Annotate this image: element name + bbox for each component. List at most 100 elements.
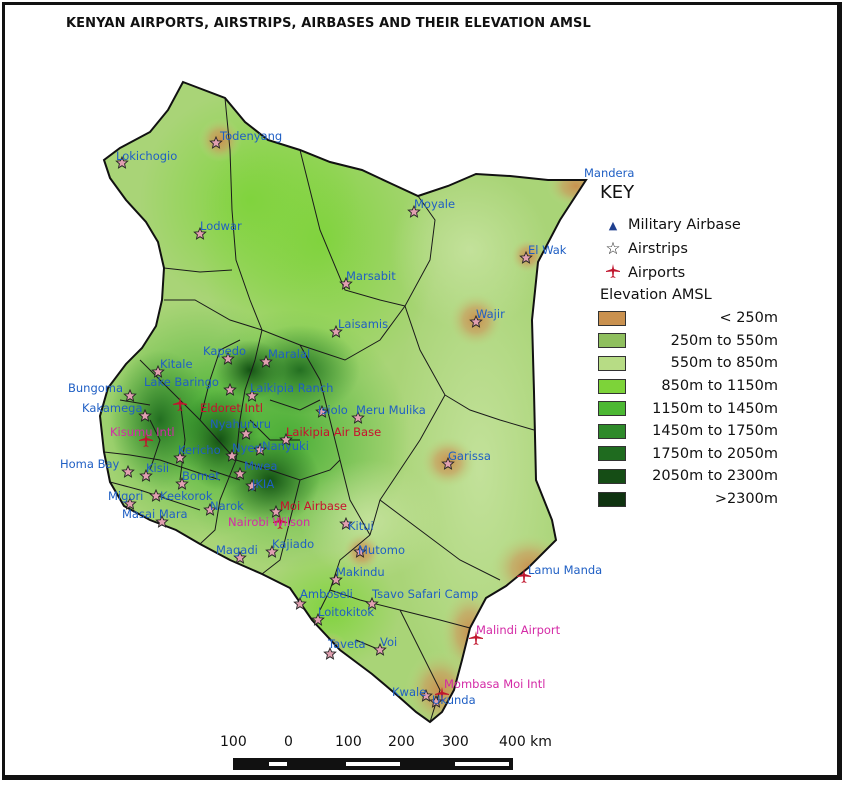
place-label-narok: Narok xyxy=(210,499,244,513)
elevation-label: 850m to 1150m xyxy=(661,378,778,395)
airstrip-marker-keekorok xyxy=(149,488,163,502)
place-label-garissa: Garissa xyxy=(448,449,491,463)
elevation-row: 550m to 850m xyxy=(598,352,778,375)
place-label-eldoret-intl: Eldoret Intl xyxy=(200,401,263,415)
place-label-kisumu-intl: Kisumu Intl xyxy=(110,425,175,439)
key-airstrips-label: Airstrips xyxy=(628,241,688,257)
airstrip-marker-lokichogio xyxy=(115,155,129,169)
place-label-magadi: Magadi xyxy=(216,543,258,557)
place-label-kisii: Kisii xyxy=(146,461,169,475)
airstrip-marker-tsavo-safari-camp xyxy=(365,596,379,610)
airport-marker-lamu-manda xyxy=(517,569,531,583)
place-label-kitale: Kitale xyxy=(160,357,193,371)
place-label-homa-bay: Homa Bay xyxy=(60,457,120,471)
triangle-icon: ▲ xyxy=(608,218,618,232)
elevation-swatch xyxy=(598,355,626,371)
key-title: KEY xyxy=(600,182,635,203)
airstrip-marker-maralal xyxy=(259,354,273,368)
place-label-wajir: Wajir xyxy=(476,307,505,321)
place-label-meru-mulika: Meru Mulika xyxy=(356,403,426,417)
key-elevation-title: Elevation AMSL xyxy=(600,287,712,303)
scale-tick-label: 200 xyxy=(388,734,415,750)
airstrip-marker-mwea xyxy=(233,466,247,480)
airstrip-marker-makindu xyxy=(329,572,343,586)
place-label-tsavo-safari-camp: Tsavo Safari Camp xyxy=(371,587,478,601)
map-title: KENYAN AIRPORTS, AIRSTRIPS, AIRBASES AND… xyxy=(66,16,591,31)
place-label-keekorok: Keekorok xyxy=(160,489,213,503)
place-label-bomet: Bomet xyxy=(182,469,220,483)
place-label-mombasa-moi-intl: Mombasa Moi Intl xyxy=(444,677,545,691)
elevation-swatch xyxy=(598,423,626,439)
place-label-maralal: Maralal xyxy=(268,347,310,361)
place-label-laisamis: Laisamis xyxy=(338,317,388,331)
place-label-nanyuki: Nanyuki xyxy=(262,439,309,453)
airstrip-marker-meru-mulika xyxy=(351,410,365,424)
elevation-row: 1150m to 1450m xyxy=(598,397,778,420)
star-icon: ☆ xyxy=(605,239,621,259)
airstrip-marker-el-wak xyxy=(519,250,533,264)
map-key: KEY ▲ Military Airbase ☆ Airstrips Airpo… xyxy=(598,182,778,510)
elevation-row: 1750m to 2050m xyxy=(598,443,778,466)
place-label-taveta: Taveta xyxy=(327,637,366,651)
airplane-icon xyxy=(598,263,628,283)
elevation-label: 1450m to 1750m xyxy=(652,423,778,440)
place-label-migori: Migori xyxy=(108,489,143,503)
kenya-border xyxy=(98,80,588,724)
airstrip-marker-nanyuki xyxy=(253,442,267,456)
airstrip-marker-loitokitok xyxy=(311,612,325,626)
airstrip-marker-ukunda xyxy=(429,694,443,708)
place-label-lake-baringo: Lake Baringo xyxy=(144,375,219,389)
airstrip-marker-homa-bay xyxy=(121,464,135,478)
airstrip-marker-laikipia-ranch xyxy=(245,388,259,402)
airstrip-marker-kwale xyxy=(419,688,433,702)
elevation-row: 250m to 550m xyxy=(598,330,778,353)
place-label-nairobi-wilson: Nairobi Wilson xyxy=(228,515,310,529)
airstrip-marker-laikipia-air-base xyxy=(279,432,293,446)
airstrip-marker-amboseli xyxy=(293,596,307,610)
place-label-makindu: Makindu xyxy=(336,565,385,579)
airstrip-marker-masai-mara xyxy=(155,514,169,528)
airstrip-marker-migori xyxy=(123,496,137,510)
elevation-row: 850m to 1150m xyxy=(598,375,778,398)
elevation-label: 1150m to 1450m xyxy=(652,400,778,417)
elevation-label: 550m to 850m xyxy=(670,355,778,372)
elevation-row: < 250m xyxy=(598,307,778,330)
airstrip-marker-kericho xyxy=(173,450,187,464)
place-label-nyeri: Nyeri xyxy=(232,441,262,455)
elevation-row: 1450m to 1750m xyxy=(598,420,778,443)
airport-marker-malindi-airport xyxy=(469,631,483,645)
scale-tick-label: 0 xyxy=(284,734,293,750)
airstrip-marker-todenyang xyxy=(209,135,223,149)
place-label-kwale: Kwale xyxy=(392,685,426,699)
elevation-swatch xyxy=(598,378,626,394)
place-label-todenyang: Todenyang xyxy=(219,129,282,143)
place-label-kapedo: Kapedo xyxy=(203,344,246,358)
place-label-mwea: Mwea xyxy=(244,459,277,473)
place-label-bungoma: Bungoma xyxy=(68,381,123,395)
airstrip-marker-taveta xyxy=(323,646,337,660)
elevation-swatch xyxy=(598,491,626,507)
elevation-row: 2050m to 2300m xyxy=(598,465,778,488)
airstrip-marker-mutomo xyxy=(353,544,367,558)
airstrip-marker-kapedo xyxy=(221,351,235,365)
elevation-label: 2050m to 2300m xyxy=(652,468,778,485)
airstrip-marker-garissa xyxy=(441,456,455,470)
place-label-ukunda: Ukunda xyxy=(432,693,476,707)
airstrip-marker-marsabit xyxy=(339,276,353,290)
elevation-swatch xyxy=(598,333,626,349)
place-label-mandera: Mandera xyxy=(584,166,634,180)
key-airports-label: Airports xyxy=(628,265,686,281)
place-label-amboseli: Amboseli xyxy=(300,587,353,601)
place-label-kericho: Kericho xyxy=(178,443,221,457)
airstrip-marker-lodwar xyxy=(193,226,207,240)
place-label-el-wak: El Wak xyxy=(528,243,567,257)
place-label-kakamega: Kakamega xyxy=(82,401,143,415)
elevation-row: >2300m xyxy=(598,488,778,511)
airstrip-marker-nyahururu xyxy=(239,426,253,440)
airport-marker-eldoret-intl xyxy=(173,397,187,411)
place-label-nyahururu: Nyahururu xyxy=(210,417,271,431)
airstrip-marker-moi-airbase xyxy=(269,504,283,518)
airstrip-marker-bungoma xyxy=(123,388,137,402)
airstrip-marker-kakamega xyxy=(138,408,152,422)
